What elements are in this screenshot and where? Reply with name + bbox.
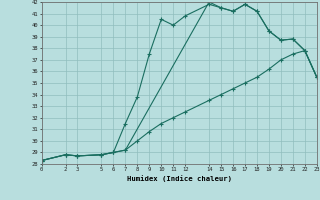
X-axis label: Humidex (Indice chaleur): Humidex (Indice chaleur) <box>127 175 232 182</box>
